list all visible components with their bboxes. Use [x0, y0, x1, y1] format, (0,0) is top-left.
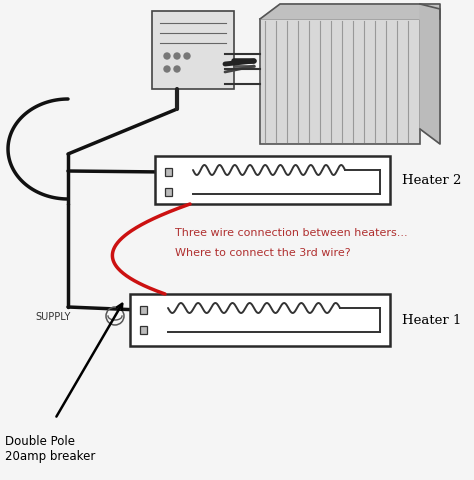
Bar — [165, 168, 172, 177]
Text: Double Pole
20amp breaker: Double Pole 20amp breaker — [5, 434, 95, 462]
Bar — [155, 156, 390, 204]
Text: Heater 1: Heater 1 — [402, 314, 461, 327]
Bar — [152, 12, 234, 90]
Circle shape — [164, 67, 170, 73]
Text: Heater 2: Heater 2 — [402, 174, 461, 187]
Circle shape — [174, 54, 180, 60]
Polygon shape — [260, 5, 440, 20]
Bar — [140, 306, 147, 314]
Bar — [165, 189, 172, 197]
Circle shape — [184, 54, 190, 60]
Text: Where to connect the 3rd wire?: Where to connect the 3rd wire? — [175, 248, 351, 257]
Circle shape — [164, 54, 170, 60]
Polygon shape — [420, 5, 440, 144]
Bar — [140, 326, 147, 334]
Text: SUPPLY: SUPPLY — [35, 312, 70, 321]
Circle shape — [174, 67, 180, 73]
Bar — [260, 20, 420, 144]
Text: Three wire connection between heaters...: Three wire connection between heaters... — [175, 228, 408, 238]
Bar — [130, 294, 390, 346]
